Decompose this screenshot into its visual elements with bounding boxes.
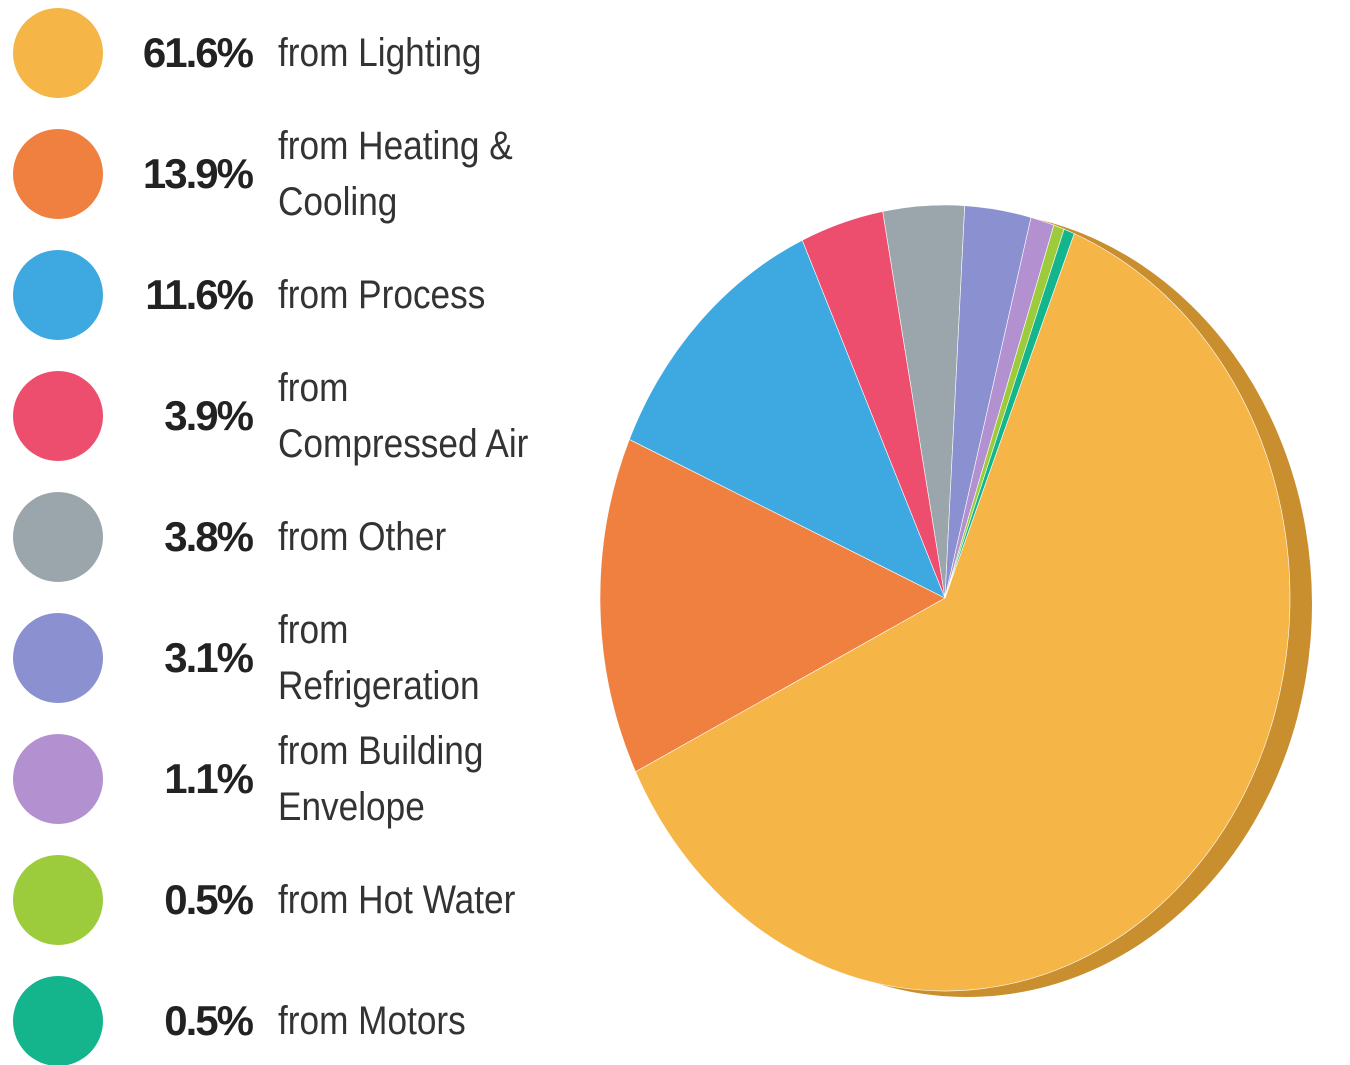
legend-item: 11.6% from Process	[0, 235, 600, 355]
legend-item: 3.1% from Refrigeration	[0, 598, 600, 718]
pie-slice	[628, 239, 946, 599]
pie-slice	[944, 228, 1075, 599]
legend-swatch	[13, 734, 103, 824]
value-label: 0.5%	[164, 876, 254, 923]
legend-item: 0.5% from Motors	[0, 961, 600, 1065]
value-label: 1.1%	[164, 755, 254, 802]
legend-swatch	[13, 492, 103, 582]
value-label: 13.9%	[142, 150, 254, 197]
value-label: 3.1%	[164, 634, 254, 681]
legend-label: from Hot Water	[278, 878, 516, 922]
legend-item: 61.6% from Lighting	[0, 0, 600, 113]
legend-swatch	[13, 613, 103, 703]
legend-item: 0.5% from Hot Water	[0, 840, 600, 960]
value-label: 3.8%	[164, 513, 254, 560]
legend-label: from Motors	[278, 999, 466, 1043]
legend-item: 3.9% from Compressed Air	[0, 356, 600, 476]
legend-label: from Compressed Air	[278, 366, 529, 466]
legend-swatch	[13, 855, 103, 945]
legend-item: 13.9% from Heating & Cooling	[0, 114, 600, 234]
legend-swatch	[13, 129, 103, 219]
legend-swatch	[13, 976, 103, 1065]
pie-slice	[635, 233, 1291, 992]
legend-item: 1.1% from Building Envelope	[0, 719, 600, 839]
legend-label: from Lighting	[278, 31, 482, 75]
legend-label: from Refrigeration	[278, 608, 480, 708]
legend-swatch	[13, 250, 103, 340]
legend-label: from Process	[278, 273, 486, 317]
value-label: 0.5%	[164, 997, 254, 1044]
value-label: 11.6%	[145, 271, 254, 318]
legend-item: 3.8% from Other	[0, 477, 600, 597]
value-label: 3.9%	[164, 392, 254, 439]
pie-slice	[599, 438, 946, 773]
legend-label: from Building Envelope	[278, 729, 484, 829]
legend-label: from Heating & Cooling	[278, 124, 513, 224]
legend-swatch	[13, 371, 103, 461]
legend-label: from Other	[278, 515, 447, 559]
value-label: 61.6%	[142, 29, 254, 76]
legend-swatch	[13, 8, 103, 98]
